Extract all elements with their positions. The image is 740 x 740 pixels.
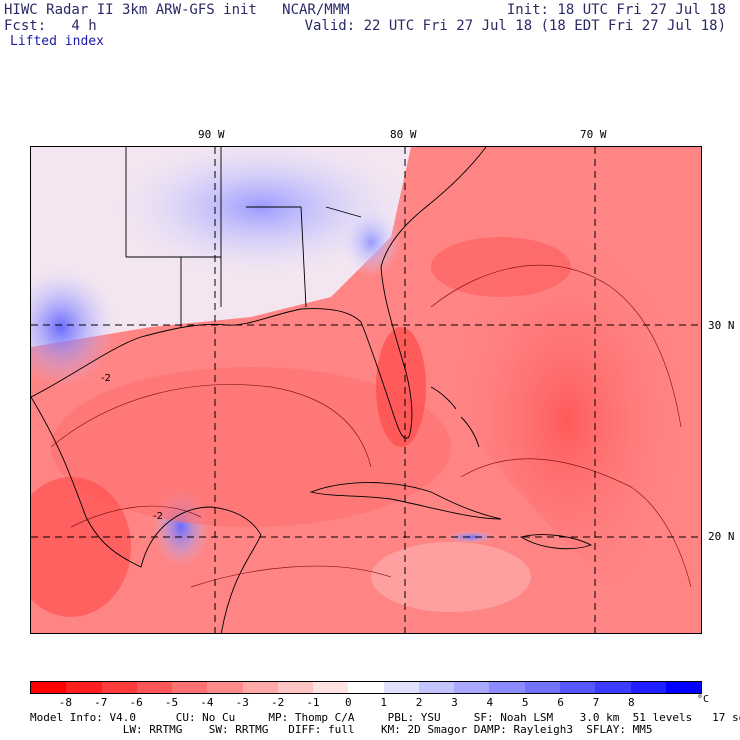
field-blue-west	[31, 267, 116, 387]
forecast-hour: Fcst: 4 h	[4, 18, 97, 34]
field-red-florida	[376, 327, 426, 447]
colorbar-tick-label: 0	[345, 696, 352, 709]
field-blue-north	[111, 147, 411, 277]
colorbar-tick-label: 6	[557, 696, 564, 709]
contour-4	[460, 458, 692, 588]
colorbar-segment	[489, 682, 525, 693]
colorbar-tick-label: 2	[415, 696, 423, 709]
colorbar-tick-label: -1	[306, 696, 320, 709]
colorbar-segment	[313, 682, 349, 693]
colorbar	[30, 681, 702, 694]
field-red-yucatan	[31, 477, 131, 617]
colorbar-tick-label: 5	[521, 696, 529, 709]
colorbar-tick-label: -3	[235, 696, 249, 709]
init-time: Init: 18 UTC Fri 27 Jul 18	[506, 2, 726, 18]
colorbar-tick-label: -7	[94, 696, 108, 709]
colorbar-segment	[524, 682, 560, 693]
lon-label-80w: 80 W	[390, 128, 417, 141]
map-canvas: -2 -2	[31, 147, 701, 633]
colorbar-segment	[101, 682, 137, 693]
title-line-1: HIWC Radar II 3km ARW-GFS init NCAR/MMM	[4, 2, 350, 18]
colorbar-segment	[630, 682, 666, 693]
colorbar-tick-label: -4	[200, 696, 214, 709]
colorbar-segment	[383, 682, 419, 693]
colorbar-segment	[418, 682, 455, 693]
field-light-caribbean	[371, 542, 531, 612]
contour-label-2: -2	[153, 511, 163, 522]
colorbar-tick-label: -6	[129, 696, 143, 709]
colorbar-tick-label: 3	[451, 696, 458, 709]
colorbar-tick-label: 7	[592, 696, 600, 709]
field-red-north-atl	[431, 237, 571, 297]
contour-5	[190, 565, 392, 588]
colorbar-segment	[136, 682, 173, 693]
colorbar-tick-label: 4	[486, 696, 494, 709]
us-gulf-coast	[31, 308, 362, 398]
colorbar-tick-label: -8	[58, 696, 72, 709]
bahamas	[430, 386, 480, 448]
coastlines	[31, 147, 593, 633]
mexico-coast	[31, 396, 262, 633]
colorbar-segment	[665, 682, 702, 693]
florida-coast	[360, 147, 487, 439]
colorbar-segment	[595, 682, 631, 693]
colorbar-segment	[454, 682, 490, 693]
colorbar-segment	[277, 682, 314, 693]
cuba	[309, 482, 502, 520]
state-lines	[125, 147, 362, 327]
graticule	[31, 147, 701, 633]
colorbar-segment	[348, 682, 384, 693]
hispaniola	[519, 534, 593, 550]
field-blue-carolina	[341, 207, 401, 277]
colorbar-tick-label: -5	[164, 696, 179, 709]
field-name: Lifted index	[10, 34, 104, 49]
valid-time: Valid: 22 UTC Fri 27 Jul 18 (18 EDT Fri …	[304, 18, 726, 34]
colorbar-tick-label: 8	[627, 696, 635, 709]
colorbar-segment	[172, 682, 208, 693]
lat-label-30n: 30 N	[708, 319, 735, 332]
footer-model-info: Model Info: V4.0 CU: No Cu MP: Thomp C/A…	[30, 711, 740, 724]
lat-label-20n: 20 N	[708, 530, 735, 543]
contour-1	[50, 384, 372, 468]
contours	[50, 264, 692, 588]
lifted-index-map: -2 -2	[30, 146, 702, 634]
colorbar-segment	[207, 682, 243, 693]
colorbar-segment	[31, 682, 67, 693]
colorbar-segment	[559, 682, 596, 693]
colorbar-tick-label: 1	[380, 696, 387, 709]
field-red-atlantic	[431, 207, 701, 633]
colorbar-tick-label: -2	[270, 696, 285, 709]
field-red-gulf	[51, 367, 451, 527]
contour-2	[70, 505, 202, 528]
field-blue-cuba	[446, 531, 496, 543]
colorbar-unit: °C	[697, 694, 710, 705]
colorbar-segment	[66, 682, 102, 693]
footer-physics-info: LW: RRTMG SW: RRTMG DIFF: full KM: 2D Sm…	[30, 723, 653, 736]
lon-label-70w: 70 W	[580, 128, 607, 141]
lon-label-90w: 90 W	[198, 128, 225, 141]
contour-label-1: -2	[101, 373, 111, 384]
colorbar-segment	[242, 682, 278, 693]
contour-3	[430, 264, 682, 428]
